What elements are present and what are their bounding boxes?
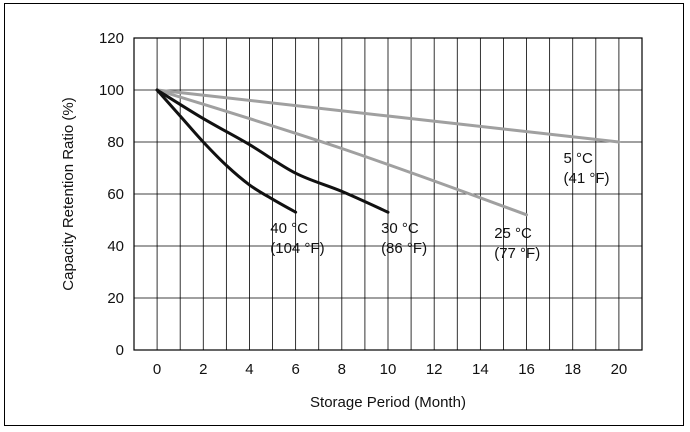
y-tick-label: 100 xyxy=(99,82,124,99)
series-line-3 xyxy=(155,88,298,214)
x-tick-label: 20 xyxy=(611,361,628,378)
y-axis-label: Capacity Retention Ratio (%) xyxy=(60,97,77,290)
x-tick-label: 6 xyxy=(291,361,299,378)
x-tick-label: 4 xyxy=(245,361,253,378)
x-tick-label: 16 xyxy=(518,361,535,378)
y-tick-label: 80 xyxy=(107,134,124,151)
series-line-2 xyxy=(155,88,390,214)
grid-layer xyxy=(134,37,642,351)
x-tick-label: 10 xyxy=(380,361,397,378)
series-label-1: 25 °C xyxy=(494,225,532,242)
series-line-0 xyxy=(155,88,621,144)
series-label-1: (77 °F) xyxy=(494,245,540,262)
series-labels: 5 °C (41 °F) 25 °C (77 °F) 30 °C (86 °F) 40 °C… xyxy=(270,150,609,262)
series-label-2: (86 °F) xyxy=(381,240,427,257)
x-tick-label: 0 xyxy=(153,361,161,378)
x-axis-label: Storage Period (Month) xyxy=(310,394,466,411)
series-label-3: 40 °C xyxy=(270,220,308,237)
x-tick-label: 14 xyxy=(472,361,489,378)
y-tick-label: 0 xyxy=(116,342,124,359)
y-tick-label: 120 xyxy=(99,30,124,47)
y-tick-label: 20 xyxy=(107,290,124,307)
x-tick-label: 2 xyxy=(199,361,207,378)
chart-frame xyxy=(4,3,684,426)
series-label-0: (41 °F) xyxy=(563,170,609,187)
series-label-2: 30 °C xyxy=(381,220,419,237)
y-tick-label: 40 xyxy=(107,238,124,255)
x-tick-label: 18 xyxy=(564,361,581,378)
series-lines xyxy=(155,88,621,217)
x-tick-label: 8 xyxy=(338,361,346,378)
series-label-0: 5 °C xyxy=(563,150,593,167)
y-tick-label: 60 xyxy=(107,186,124,203)
tick-labels: 0 20 40 60 80 100 120 0 2 4 6 8 10 12 14 16 18 20 xyxy=(99,30,627,378)
x-tick-label: 12 xyxy=(426,361,443,378)
series-line-1 xyxy=(155,88,529,217)
plot-area-border xyxy=(133,37,643,351)
series-label-3: (104 °F) xyxy=(270,240,324,257)
